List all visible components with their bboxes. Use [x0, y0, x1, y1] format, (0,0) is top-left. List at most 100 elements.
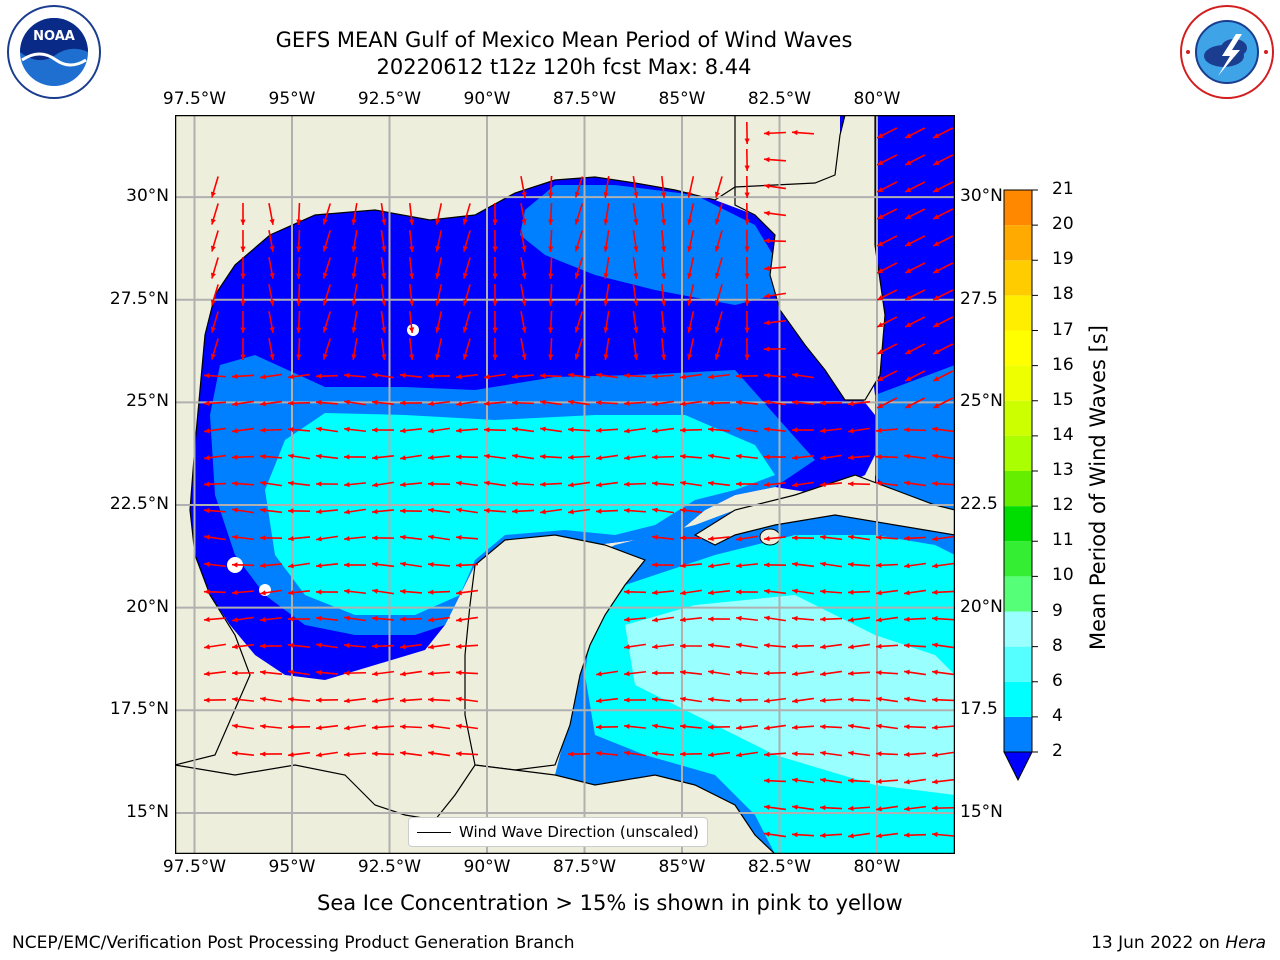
bottom-longitude-label: 80°W — [853, 857, 901, 877]
wave-direction-arrowhead — [381, 300, 387, 306]
wave-direction-arrowhead — [744, 219, 750, 225]
wave-direction-arrowhead — [456, 723, 462, 729]
wave-direction-arrowhead — [428, 373, 434, 379]
colorbar-tick-label: 17 — [1052, 319, 1074, 340]
wave-direction-arrowhead — [603, 327, 609, 333]
wave-direction-arrowhead — [316, 752, 322, 758]
wave-direction-arrowhead — [232, 589, 238, 596]
wave-direction-arrowhead — [687, 326, 693, 333]
wave-direction-arrowhead — [876, 534, 882, 541]
wave-direction-arrowhead — [351, 300, 357, 306]
wave-direction-arrowhead — [933, 133, 940, 138]
wave-direction-arrowhead — [210, 353, 216, 360]
wave-direction-arrowhead — [764, 454, 770, 460]
wave-direction-arrowhead — [428, 697, 434, 703]
wave-direction-arrowhead — [904, 563, 910, 569]
wave-direction-arrowhead — [240, 273, 246, 279]
wave-direction-arrowhead — [876, 480, 882, 486]
bottom-longitude-label: 85°W — [658, 857, 706, 877]
wave-direction-arrowhead — [435, 272, 441, 279]
wave-direction-arrowhead — [484, 427, 490, 433]
wave-direction-arrowhead — [574, 272, 580, 279]
top-longitude-label: 82.5°W — [747, 89, 812, 109]
wave-direction-arrowhead — [568, 427, 574, 433]
wave-direction-arrowhead — [603, 354, 609, 360]
wind-wave-arrows — [203, 121, 955, 839]
colorbar-band — [1004, 260, 1032, 296]
wave-direction-arrowhead — [652, 454, 658, 460]
wave-direction-arrowhead — [603, 300, 609, 306]
wave-direction-arrowhead — [877, 214, 884, 219]
wave-direction-arrowhead — [596, 427, 602, 433]
wave-direction-arrowhead — [603, 219, 609, 225]
wave-direction-arrowhead — [288, 480, 294, 486]
wave-direction-arrowhead — [904, 427, 910, 433]
wave-direction-arrowhead — [876, 590, 882, 596]
wave-direction-arrowhead — [372, 427, 378, 433]
wave-direction-arrowhead — [381, 219, 387, 225]
wave-direction-arrowhead — [428, 670, 434, 676]
wave-direction-arrowhead — [260, 535, 266, 541]
wave-direction-arrowhead — [652, 723, 658, 729]
wave-direction-arrowhead — [764, 670, 770, 676]
wave-direction-arrowhead — [744, 138, 750, 144]
wave-direction-arrowhead — [372, 455, 378, 461]
wave-direction-arrowhead — [400, 561, 406, 567]
wave-direction-arrowhead — [764, 156, 770, 163]
wave-direction-arrowhead — [296, 246, 302, 252]
wave-direction-arrowhead — [435, 245, 441, 252]
wave-direction-arrowhead — [596, 508, 602, 514]
wave-direction-arrowhead — [714, 353, 720, 360]
wave-direction-arrowhead — [876, 723, 882, 729]
wave-direction-arrowhead — [905, 376, 912, 381]
colorbar-tick-label: 4 — [1052, 705, 1063, 726]
wave-direction-arrowhead — [596, 724, 602, 730]
colorbar-tick-label: 21 — [1052, 179, 1074, 199]
wave-direction-arrowhead — [905, 241, 912, 246]
wave-direction-arrowhead — [848, 670, 854, 676]
wave-direction-arrowhead — [633, 327, 639, 333]
wave-direction-arrowhead — [904, 779, 910, 785]
wave-direction-arrowhead — [288, 453, 294, 459]
wave-direction-arrowhead — [409, 273, 415, 279]
wave-direction-arrowhead — [904, 806, 910, 812]
wave-direction-arrowhead — [820, 588, 826, 595]
wave-direction-arrowhead — [316, 426, 322, 432]
colorbar-band — [1004, 611, 1032, 647]
wave-direction-arrowhead — [316, 373, 322, 379]
wave-direction-arrowhead — [232, 454, 238, 460]
wave-direction-arrowhead — [904, 590, 910, 596]
wave-direction-arrowhead — [204, 428, 210, 434]
wave-direction-arrowhead — [456, 617, 462, 623]
wave-direction-arrowhead — [736, 373, 742, 379]
wave-direction-arrowhead — [652, 480, 658, 487]
wave-direction-arrowhead — [633, 300, 639, 306]
wave-direction-arrowhead — [351, 246, 357, 252]
wave-direction-arrowhead — [232, 507, 238, 513]
wave-direction-arrowhead — [428, 617, 434, 623]
wave-direction-arrowhead — [316, 589, 322, 595]
wave-direction-arrowhead — [764, 183, 770, 189]
wave-direction-arrowhead — [574, 353, 580, 360]
wave-direction-arrowhead — [933, 160, 940, 165]
wave-direction-arrowhead — [687, 272, 693, 279]
wave-direction-arrowhead — [933, 268, 940, 273]
wave-direction-arrowhead — [680, 453, 686, 460]
wave-direction-arrowhead — [736, 615, 742, 621]
wave-direction-arrowhead — [492, 219, 498, 225]
colorbar-tick-label: 10 — [1052, 565, 1074, 586]
wave-direction-arrowhead — [680, 562, 686, 569]
wave-direction-arrowhead — [381, 327, 387, 333]
wave-direction-arrowhead — [820, 455, 826, 461]
wave-direction-arrowhead — [904, 453, 910, 459]
wave-direction-arrowhead — [652, 617, 658, 623]
wave-direction-arrowhead — [484, 453, 490, 459]
left-latitude-label: 25°N — [126, 391, 169, 412]
wave-direction-arrowhead — [603, 273, 609, 279]
wave-direction-arrowhead — [736, 589, 742, 595]
wave-direction-arrowhead — [792, 671, 798, 677]
wave-direction-arrowhead — [344, 751, 350, 758]
wave-direction-arrowhead — [932, 697, 938, 703]
wave-direction-arrowhead — [714, 299, 720, 306]
wave-direction-arrowhead — [540, 426, 546, 432]
